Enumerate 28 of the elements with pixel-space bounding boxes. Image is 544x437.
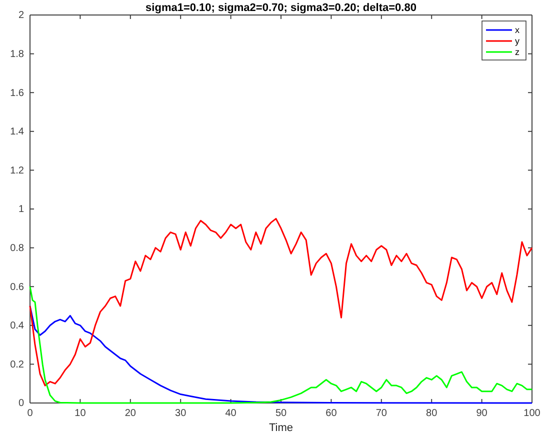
x-tick-label: 10 [74,408,86,420]
x-axis-title: Time [268,422,294,434]
y-tick-label: 0.6 [10,282,24,293]
legend-label: y [515,36,520,46]
x-tick-label: 50 [275,408,287,420]
y-tick-label: 2 [18,10,24,22]
y-tick-label: 1.4 [10,126,24,138]
legend-label: z [515,47,520,57]
x-tick-label: 40 [225,408,237,420]
y-tick-label: 1.6 [10,88,24,99]
y-tick-label: 0 [18,398,24,410]
x-tick-label: 20 [124,408,136,420]
y-tick-label: 0.2 [10,359,24,370]
x-tick-label: 70 [376,408,388,420]
y-tick-label: 1 [18,204,24,216]
x-tick-label: 90 [476,408,488,420]
x-tick-label: 80 [426,408,438,420]
y-tick-label: 0.4 [10,320,24,332]
x-tick-label: 60 [326,408,338,420]
y-tick-label: 1.2 [10,165,24,176]
x-tick-label: 100 [524,408,541,420]
y-tick-label: 1.8 [10,49,24,60]
x-tick-label: 0 [27,408,34,420]
line-series [29,218,533,386]
y-tick-label: 0.8 [10,243,24,254]
legend-label: x [515,25,520,35]
chart-title: sigma1=0.10; sigma2=0.70; sigma3=0.20; delta=0.80 [146,2,416,14]
x-tick-label: 30 [175,408,187,420]
